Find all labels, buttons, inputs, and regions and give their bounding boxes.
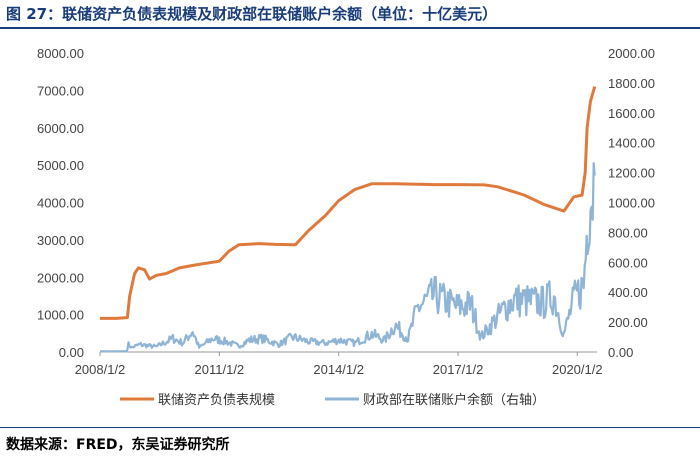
series-layer [99, 86, 597, 353]
x-axis-ticks: 2008/1/2 2011/1/2 2014/1/2 2017/1/2 2020/1/2 [75, 352, 603, 377]
series-line-fed-balance-sheet [100, 86, 597, 320]
legend-label-treasury-balance: 财政部在联储账户余额（右轴） [363, 392, 545, 408]
y2-tick-label: 1400.00 [608, 136, 655, 151]
y2-tick-label: 600.00 [608, 255, 648, 270]
y2-tick-label: 1000.00 [608, 196, 655, 211]
y2-tick-label: 1200.00 [608, 166, 655, 181]
x-tick-label: 2020/1/2 [552, 362, 603, 377]
y-tick-label: 6000.00 [37, 121, 84, 136]
y-tick-label: 5000.00 [37, 158, 84, 173]
chart-title: 图 27：联储资产负债表规模及财政部在联储账户余额（单位：十亿美元） [6, 5, 498, 23]
y2-tick-label: 400.00 [608, 285, 648, 300]
legend-label-fed-balance-sheet: 联储资产负债表规模 [158, 393, 275, 408]
y2-tick-label: 0.00 [608, 345, 633, 360]
y-tick-label: 7000.00 [37, 83, 84, 98]
x-tick-label: 2011/1/2 [195, 362, 245, 377]
x-tick-label: 2014/1/2 [313, 362, 364, 377]
y-tick-label: 8000.00 [37, 46, 84, 61]
x-tick-label: 2017/1/2 [433, 362, 484, 377]
right-axis-ticks: 0.00 200.00 400.00 600.00 800.00 1000.00 1200.… [608, 46, 655, 360]
y2-tick-label: 1600.00 [608, 106, 655, 121]
y2-tick-label: 2000.00 [608, 46, 655, 61]
y-tick-label: 1000.00 [37, 308, 84, 323]
series-line-treasury-balance [99, 162, 596, 353]
y2-tick-label: 1800.00 [608, 76, 655, 91]
chart-canvas: 0.00 1000.00 2000.00 3000.00 4000.00 5000.00 6… [37, 46, 655, 408]
y-tick-label: 0.00 [59, 345, 84, 360]
x-tick-label: 2008/1/2 [75, 362, 126, 377]
source-note: 数据来源：FRED，东吴证券研究所 [6, 437, 230, 453]
y-tick-label: 2000.00 [37, 270, 84, 285]
left-axis-ticks: 0.00 1000.00 2000.00 3000.00 4000.00 5000.00 6… [37, 46, 84, 360]
y2-tick-label: 200.00 [608, 315, 648, 330]
y2-tick-label: 800.00 [608, 225, 648, 240]
source-divider [0, 427, 700, 428]
title-divider [0, 27, 700, 29]
y-tick-label: 3000.00 [37, 233, 84, 248]
legend: 联储资产负债表规模 财政部在联储账户余额（右轴） [120, 392, 545, 408]
y-tick-label: 4000.00 [37, 196, 84, 211]
